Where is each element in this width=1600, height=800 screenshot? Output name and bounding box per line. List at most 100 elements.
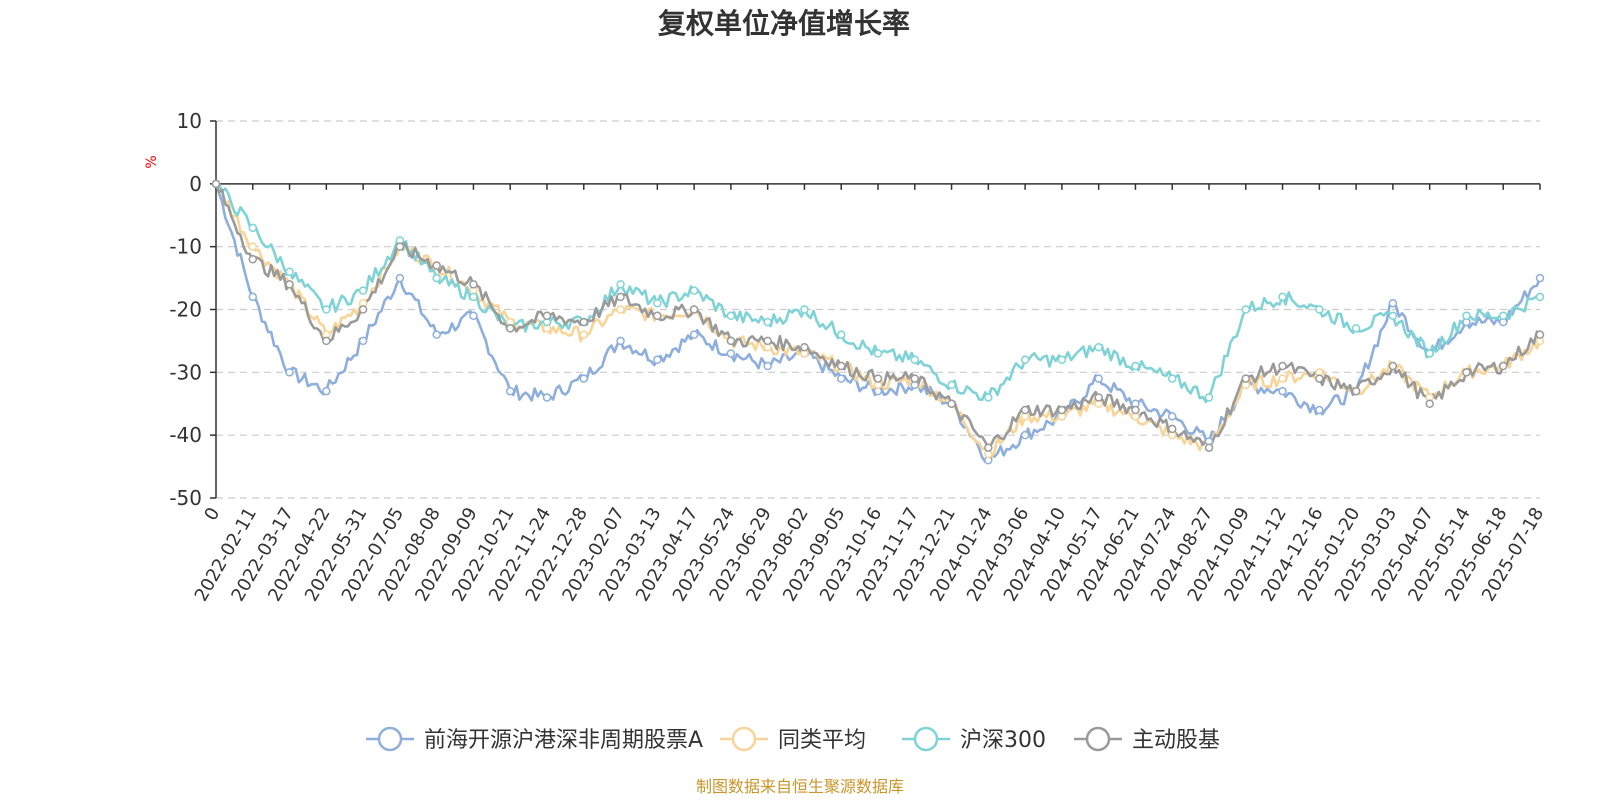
data-point xyxy=(689,286,699,295)
data-point xyxy=(469,280,478,289)
data-point xyxy=(1057,405,1067,415)
data-point xyxy=(1020,430,1030,440)
data-point xyxy=(1535,273,1545,283)
data-point xyxy=(910,355,920,365)
data-point xyxy=(1094,393,1103,402)
data-point xyxy=(616,336,625,346)
data-point xyxy=(653,298,662,308)
data-point xyxy=(763,361,772,371)
data-point xyxy=(1388,298,1398,308)
data-point xyxy=(1020,355,1030,365)
data-point xyxy=(836,361,846,371)
data-point xyxy=(1204,393,1214,402)
data-point xyxy=(322,336,331,346)
data-point xyxy=(432,273,441,283)
data-point xyxy=(910,374,920,383)
data-point xyxy=(248,292,258,302)
data-point xyxy=(432,330,441,339)
data-point xyxy=(653,355,662,365)
chart-title: 复权单位净值增长率 xyxy=(658,7,910,40)
data-point xyxy=(1498,361,1508,371)
data-point xyxy=(505,386,515,396)
series-lines xyxy=(214,182,1542,463)
y-tick-label: -10 xyxy=(169,235,202,259)
data-point xyxy=(800,305,809,314)
data-point xyxy=(1278,386,1287,396)
data-point xyxy=(689,305,699,314)
data-point xyxy=(1020,405,1030,415)
data-point xyxy=(1278,361,1287,371)
data-point xyxy=(1315,374,1324,383)
data-point xyxy=(947,380,956,390)
data-point xyxy=(1351,386,1361,396)
data-point xyxy=(1094,374,1103,383)
series-line xyxy=(215,182,1541,404)
data-point xyxy=(836,374,846,383)
data-point xyxy=(248,242,258,251)
data-point xyxy=(726,311,736,321)
source-note: 制图数据来自恒生聚源数据库 xyxy=(696,777,904,796)
data-point xyxy=(322,305,331,314)
legend-item[interactable]: 同类平均 xyxy=(720,726,866,753)
data-point xyxy=(1167,424,1177,434)
data-point xyxy=(579,317,589,327)
legend-item[interactable]: 前海开源沪港深非周期股票A xyxy=(366,726,703,753)
legend-item[interactable]: 主动股基 xyxy=(1074,726,1220,753)
data-point xyxy=(579,374,589,383)
data-point xyxy=(542,311,552,321)
data-point xyxy=(1315,305,1324,314)
y-tick-label: 10 xyxy=(177,109,202,133)
data-point xyxy=(1388,311,1398,321)
y-tick-label: -50 xyxy=(169,486,202,510)
data-point xyxy=(395,273,405,283)
data-point xyxy=(285,267,294,277)
series-points xyxy=(211,179,1545,465)
data-point xyxy=(579,330,589,339)
data-point xyxy=(505,324,515,333)
legend[interactable]: 前海开源沪港深非周期股票A 同类平均 沪深300 主动股基 xyxy=(366,726,1220,753)
data-point xyxy=(947,399,956,408)
data-point xyxy=(763,317,772,327)
data-point xyxy=(1131,361,1140,371)
data-point xyxy=(248,254,258,264)
grid-lines xyxy=(216,120,1540,499)
data-point xyxy=(358,286,368,295)
legend-item[interactable]: 沪深300 xyxy=(902,726,1046,753)
legend-label: 主动股基 xyxy=(1132,728,1220,753)
data-point xyxy=(1535,330,1545,339)
series-line xyxy=(214,183,1542,463)
data-point xyxy=(1498,311,1508,321)
data-point xyxy=(1241,305,1251,314)
data-point xyxy=(689,330,699,339)
data-point xyxy=(1462,368,1471,377)
data-point xyxy=(1057,355,1067,365)
y-tick-label: -40 xyxy=(169,423,202,447)
data-point xyxy=(1167,412,1177,421)
legend-label: 前海开源沪港深非周期股票A xyxy=(424,728,703,753)
y-axis-unit: % xyxy=(144,155,160,168)
data-point xyxy=(873,374,883,383)
data-point xyxy=(322,386,331,396)
y-axis-ticks: 10 0 -10 -20 -30 -40 -50 xyxy=(169,109,216,510)
data-point xyxy=(616,292,625,302)
legend-circle-icon xyxy=(913,726,939,752)
data-point xyxy=(653,311,662,321)
data-point xyxy=(1535,292,1545,302)
data-point xyxy=(1204,443,1214,452)
legend-label: 同类平均 xyxy=(778,728,866,753)
data-point xyxy=(285,280,294,289)
data-point xyxy=(469,311,478,321)
data-point xyxy=(836,330,846,339)
x-tick-label: 0 xyxy=(200,504,224,524)
data-point xyxy=(1278,374,1287,383)
data-point xyxy=(726,349,736,358)
data-point xyxy=(616,305,625,314)
data-point xyxy=(1462,311,1471,321)
data-point xyxy=(432,261,441,270)
y-tick-label: 0 xyxy=(189,172,202,196)
data-point xyxy=(1315,405,1324,415)
data-point xyxy=(1131,405,1140,415)
legend-label: 沪深300 xyxy=(960,728,1046,753)
legend-circle-icon xyxy=(1085,726,1111,752)
